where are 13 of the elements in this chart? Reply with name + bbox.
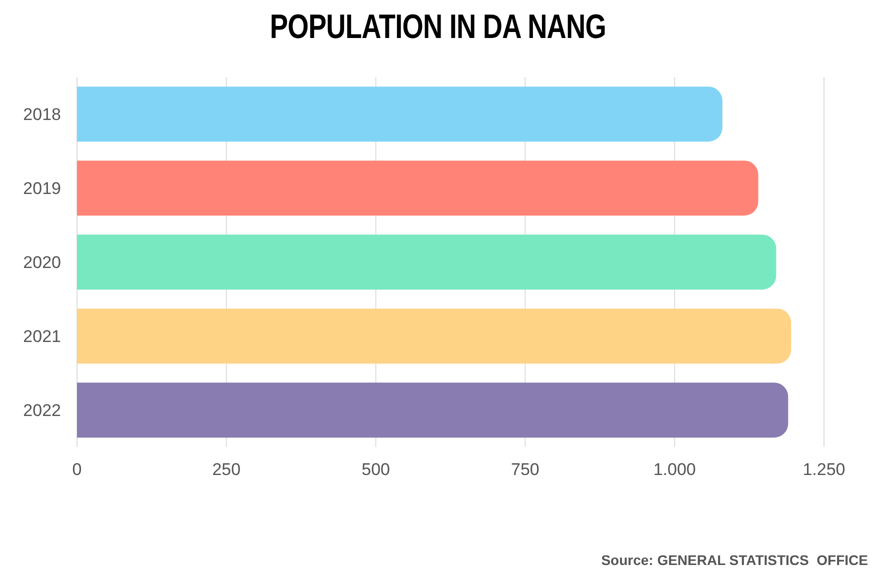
x-tick-label: 1.250 — [802, 460, 846, 480]
x-tick-label: 250 — [212, 460, 241, 480]
x-tick-label: 750 — [511, 460, 540, 480]
x-tick-label: 1.000 — [653, 460, 696, 480]
chart-title: POPULATION IN DA NANG — [268, 8, 608, 47]
y-tick-label: 2019 — [23, 179, 61, 198]
x-tick-label: 0 — [72, 460, 82, 480]
y-tick-label: 2018 — [23, 105, 61, 124]
y-tick-label: 2020 — [23, 253, 61, 272]
y-tick-label: 2022 — [23, 401, 61, 420]
x-tick-label: 500 — [362, 460, 390, 480]
source-note: Source: GENERAL STATISTICS OFFICE — [601, 552, 868, 568]
y-tick-label: 2021 — [23, 327, 61, 346]
